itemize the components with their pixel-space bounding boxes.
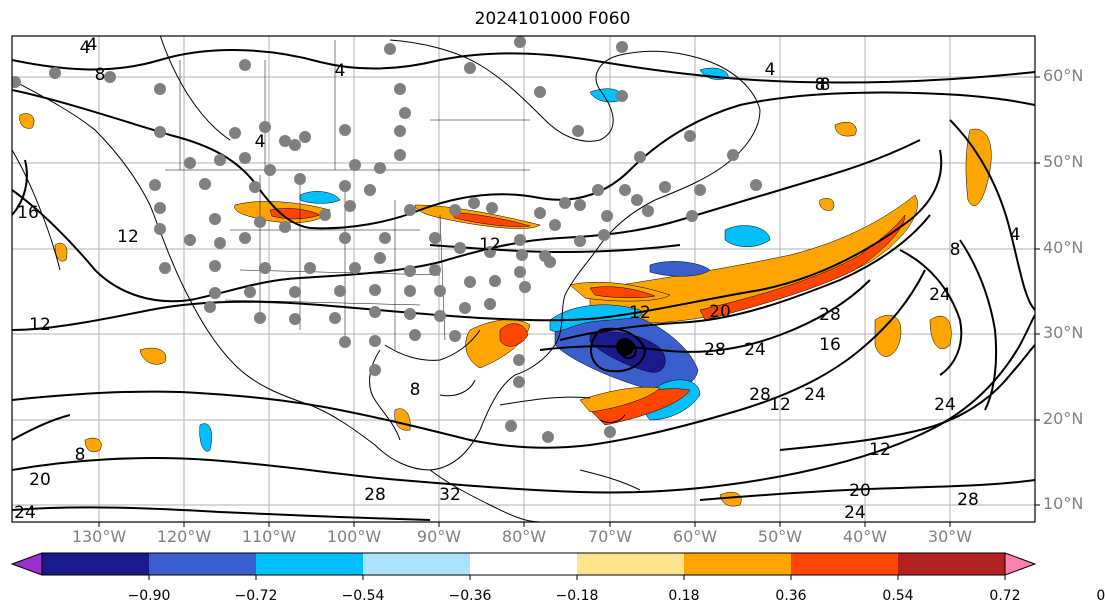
contour-label: 28: [704, 340, 726, 360]
contour-label: 24: [934, 395, 956, 415]
contour-label: 4: [335, 61, 346, 81]
contour-label: 12: [479, 235, 501, 255]
coastlines: [12, 36, 761, 522]
lon-label-60w: 60°W: [672, 527, 718, 546]
colorbar-segment: [684, 553, 791, 575]
contour-label: 24: [14, 503, 36, 523]
contour-label: 12: [869, 440, 891, 460]
contour-label: 8: [75, 445, 86, 465]
contour-label: 4: [765, 60, 776, 80]
contour-label: 16: [17, 203, 39, 223]
contour-label: 8: [95, 65, 106, 85]
contour-label: 4: [255, 132, 266, 152]
colorbar-tick-label: −0.54: [341, 588, 385, 604]
lon-label-30w: 30°W: [927, 527, 973, 546]
lon-label-130w: 130°W: [71, 527, 127, 546]
colorbar-tick-label: 0.36: [775, 588, 807, 604]
colorbar-tick-label: −0.36: [448, 588, 492, 604]
colorbar-tick-label: 0.18: [668, 588, 700, 604]
colorbar-arrow-high: [1004, 552, 1037, 576]
colorbar-arrow-low: [10, 552, 43, 576]
contour-label: 8: [820, 75, 831, 95]
contour-label: 8: [815, 75, 826, 95]
contour-label: 28: [957, 490, 979, 510]
lon-label-40w: 40°W: [842, 527, 888, 546]
contour-label: 24: [929, 285, 951, 305]
lat-label-30n: 30°N: [1043, 323, 1084, 342]
lon-label-80w: 80°W: [501, 527, 547, 546]
lon-label-90w: 90°W: [416, 527, 462, 546]
contour-label: 32: [439, 485, 461, 505]
lon-label-50w: 50°W: [757, 527, 803, 546]
contour-label: 12: [29, 315, 51, 335]
contour-label: 28: [819, 305, 841, 325]
contour-label: 8: [950, 240, 961, 260]
lon-label-100w: 100°W: [326, 527, 382, 546]
colorbar-segment: [363, 553, 470, 575]
contour-label: 24: [804, 385, 826, 405]
colorbar-tick-label: 0.72: [989, 588, 1021, 604]
lon-label-120w: 120°W: [156, 527, 212, 546]
colorbar-segment: [791, 553, 898, 575]
figure-title: 2024101000 F060: [474, 9, 631, 29]
lat-label-10n: 10°N: [1043, 494, 1084, 513]
contour-label: 24: [744, 340, 766, 360]
colorbar-segment: [898, 553, 1005, 575]
lat-label-40n: 40°N: [1043, 238, 1084, 257]
contour-label: 20: [29, 470, 51, 490]
contour-label: 4: [87, 35, 98, 55]
colorbar: [10, 552, 1037, 580]
lon-label-110w: 110°W: [241, 527, 297, 546]
contour-label: 16: [819, 335, 841, 355]
colorbar-segment: [470, 553, 577, 575]
colorbar-tick-label: 0.90: [1096, 588, 1105, 604]
contour-label: 24: [844, 503, 866, 523]
lon-label-70w: 70°W: [587, 527, 633, 546]
contour-label: 20: [849, 481, 871, 501]
contour-label: 12: [629, 303, 651, 323]
contour-lines: [12, 49, 1035, 521]
contour-label: 28: [749, 385, 771, 405]
contour-label: 12: [117, 227, 139, 247]
colorbar-tick-label: −0.90: [127, 588, 171, 604]
storm-center-marker: [616, 338, 634, 356]
colorbar-tick-label: 0.54: [882, 588, 914, 604]
lat-label-60n: 60°N: [1043, 66, 1084, 85]
colorbar-segment: [577, 553, 684, 575]
contour-label: 8: [410, 380, 421, 400]
colorbar-tick-label: −0.18: [555, 588, 599, 604]
station-markers: [12, 36, 762, 443]
colorbar-segment: [149, 553, 256, 575]
lat-label-20n: 20°N: [1043, 409, 1084, 428]
contour-label: 28: [364, 485, 386, 505]
contour-label: 12: [769, 395, 791, 415]
contour-label: 20: [709, 302, 731, 322]
colorbar-tick-label: −0.72: [234, 588, 278, 604]
colorbar-segment: [256, 553, 363, 575]
contour-label: 4: [1010, 225, 1021, 245]
contour-label: 4: [80, 38, 91, 58]
colorbar-segment: [42, 553, 149, 575]
lat-label-50n: 50°N: [1043, 152, 1084, 171]
